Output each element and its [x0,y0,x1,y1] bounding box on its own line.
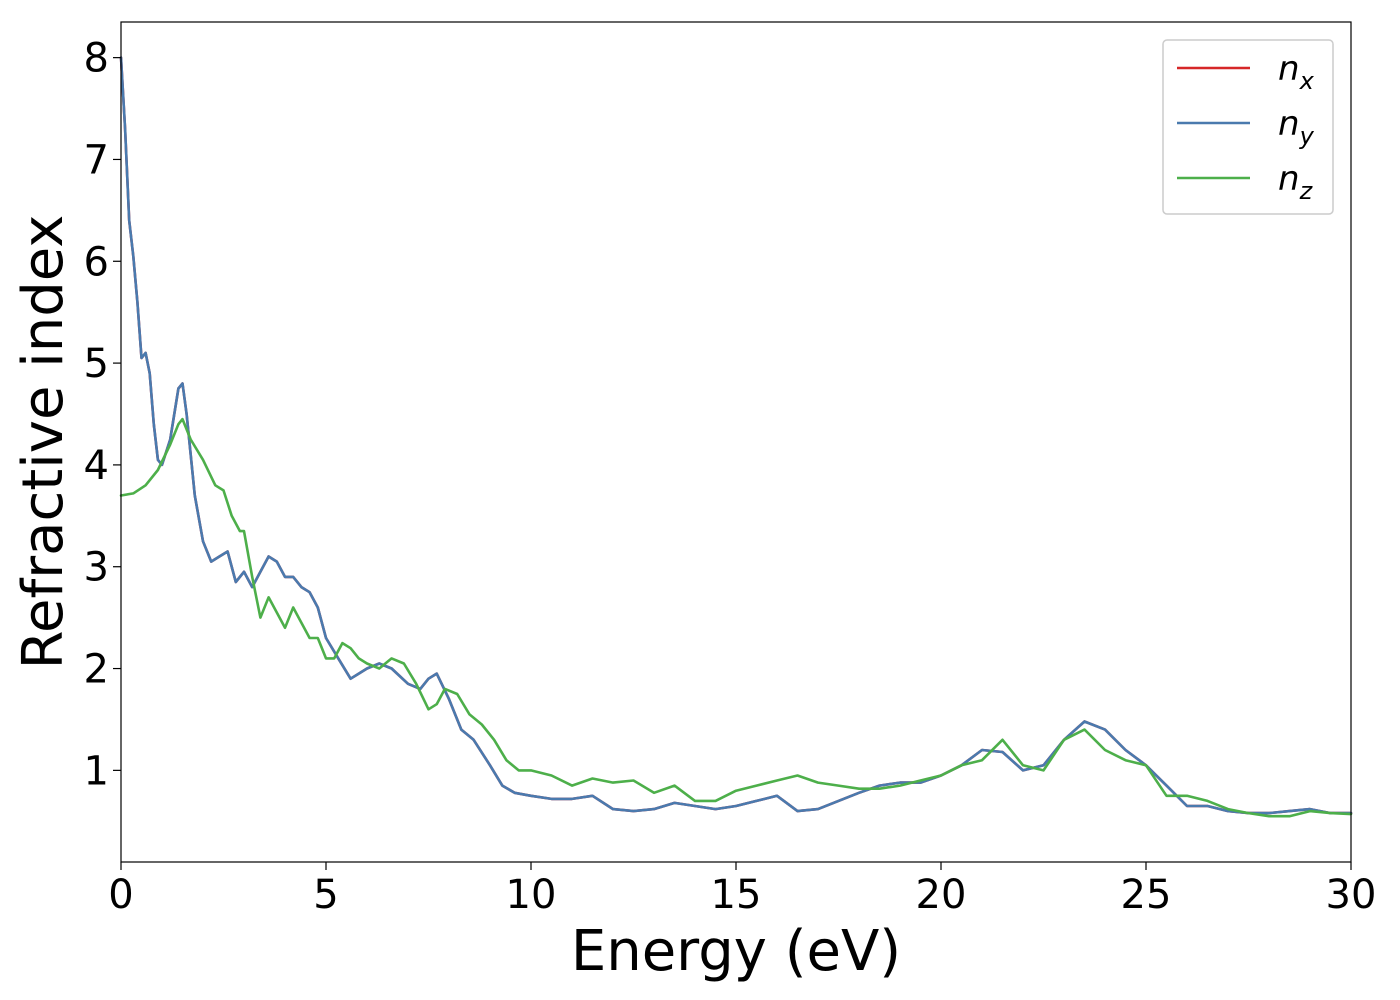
legend-frame [1162,39,1334,215]
legend-label-nz: nz [1278,159,1314,205]
y-tick-label: 8 [84,36,109,82]
x-tick-label: 10 [506,872,557,918]
legend-label-subscript: y [1299,122,1315,150]
y-tick-label: 2 [84,647,109,693]
series-layer [119,56,1353,818]
y-tick-label: 6 [84,239,109,285]
x-tick-label: 20 [916,872,967,918]
y-tick-label: 5 [84,341,109,387]
legend-label-nx: nx [1278,49,1315,95]
x-tick-label: 15 [711,872,762,918]
series-line-nz [119,417,1353,818]
x-tick-label: 5 [313,872,338,918]
y-tick-label: 4 [84,443,109,489]
legend-label-base: n [1278,49,1300,89]
legend-label-subscript: x [1299,67,1315,95]
y-tick-label: 1 [84,748,109,794]
y-axis: 1 2 3 4 5 6 7 8 [84,36,121,794]
legend-label-base: n [1278,104,1300,144]
legend-label-base: n [1278,159,1300,199]
x-tick-label: 0 [108,872,133,918]
legend-label-subscript: z [1299,177,1314,205]
y-axis-title: Refractive index [11,215,76,670]
x-tick-label: 30 [1326,872,1377,918]
legend-label-ny: ny [1278,104,1315,150]
y-tick-label: 3 [84,545,109,591]
x-axis-title: Energy (eV) [571,919,901,984]
x-tick-label: 25 [1121,872,1172,918]
series-line-ny [119,56,1353,815]
y-tick-label: 7 [84,137,109,183]
x-axis: 0 5 10 15 20 25 30 [108,862,1376,918]
